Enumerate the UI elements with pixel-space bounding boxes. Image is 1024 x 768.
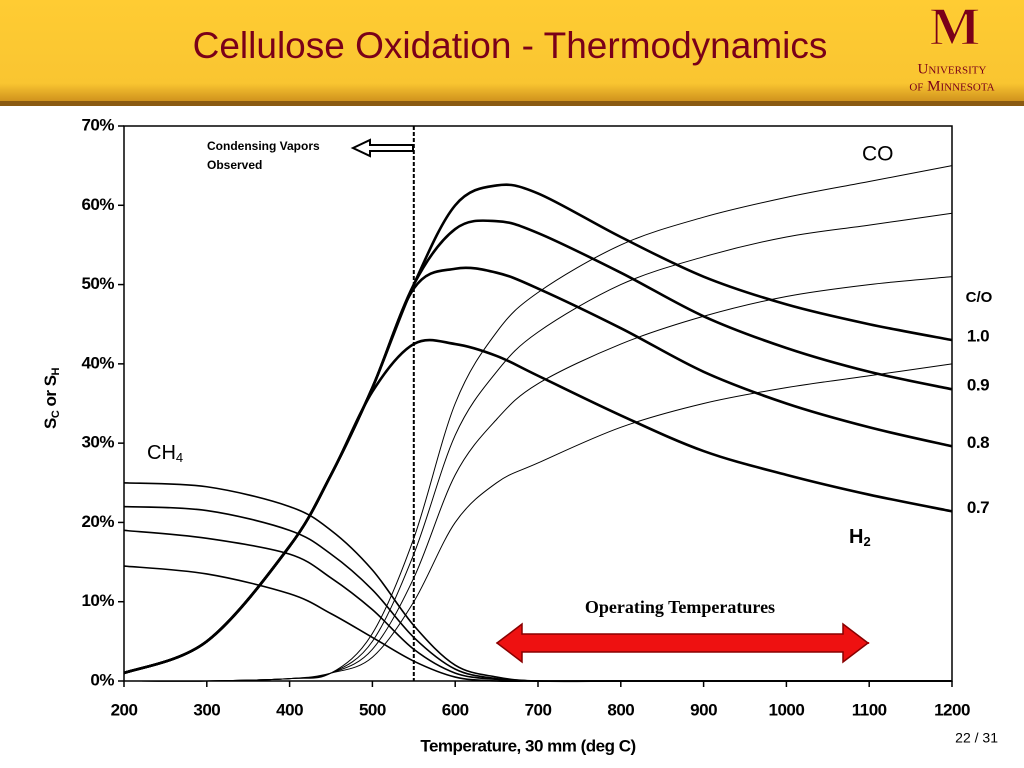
x-axis-label: Temperature, 30 mm (deg C)	[420, 736, 635, 755]
x-tick-label: 400	[276, 700, 303, 719]
x-tick-label: 1100	[852, 700, 887, 719]
legend-label: 1.0	[967, 327, 989, 346]
header-rule	[0, 101, 1024, 106]
x-tick-label: 700	[525, 700, 552, 719]
x-tick-label: 300	[193, 700, 220, 719]
y-tick-label: 20%	[81, 512, 114, 531]
y-tick-label: 30%	[81, 433, 114, 452]
condensing-label: Observed	[207, 158, 262, 172]
series-line	[123, 212, 953, 682]
x-tick-label: 200	[111, 700, 138, 719]
logo-line2: of Minnesota	[909, 78, 994, 94]
series-line	[123, 363, 953, 682]
page-number: 22 / 31	[955, 730, 998, 746]
series-line	[123, 266, 953, 675]
logo-mark: M	[930, 0, 981, 56]
y-axis-label-part: S	[41, 418, 60, 429]
x-tick-label: 1000	[768, 700, 804, 719]
x-tick-label: 900	[690, 700, 717, 719]
y-tick-label: 60%	[81, 195, 114, 214]
chart: 0% 10% 20% 30% 40% 50% 60% 70% 200 300 400 500 600 70…	[41, 115, 992, 755]
series-line	[123, 529, 952, 682]
y-tick-label: 0%	[90, 670, 114, 689]
h2-label-part: 2	[863, 534, 870, 549]
series-line	[123, 165, 953, 682]
legend-label: 0.9	[967, 376, 989, 395]
ch4-label-part: 4	[176, 450, 183, 465]
y-axis-label: SC or SH	[41, 367, 61, 429]
ch4-label: CH4	[147, 442, 183, 465]
y-tick-label: 40%	[81, 353, 114, 372]
legend-label: 0.7	[967, 498, 989, 517]
header-band	[0, 0, 1024, 104]
operating-label: Operating Temperatures	[585, 597, 775, 617]
legend-title: C/O	[966, 289, 993, 306]
y-axis-label-part: H	[50, 367, 62, 375]
x-tick-label: 600	[442, 700, 469, 719]
h2-label: H2	[849, 526, 871, 549]
series-line	[123, 276, 953, 682]
condensing-label: Condensing Vapors	[207, 139, 320, 153]
co-label: CO	[862, 143, 894, 166]
logo-line1: University	[918, 61, 987, 77]
y-axis-label-part: or S	[41, 375, 60, 410]
y-tick-label: 50%	[81, 274, 114, 293]
y-axis-label-part: C	[50, 410, 62, 418]
slide-title: Cellulose Oxidation - Thermodynamics	[193, 25, 828, 66]
y-tick-label: 70%	[81, 115, 114, 134]
series-line	[123, 338, 953, 675]
legend-label: 0.8	[967, 433, 989, 452]
x-tick-label: 500	[359, 700, 386, 719]
series-line	[123, 505, 952, 682]
x-tick-label: 800	[607, 700, 634, 719]
condensing-arrow	[350, 138, 414, 158]
ch4-label-part: CH	[147, 442, 176, 464]
operating-arrow	[495, 622, 870, 664]
x-tick-label: 1200	[934, 700, 970, 719]
series-line	[123, 565, 952, 683]
y-tick-label: 10%	[81, 591, 114, 610]
h2-label-part: H	[849, 526, 863, 548]
